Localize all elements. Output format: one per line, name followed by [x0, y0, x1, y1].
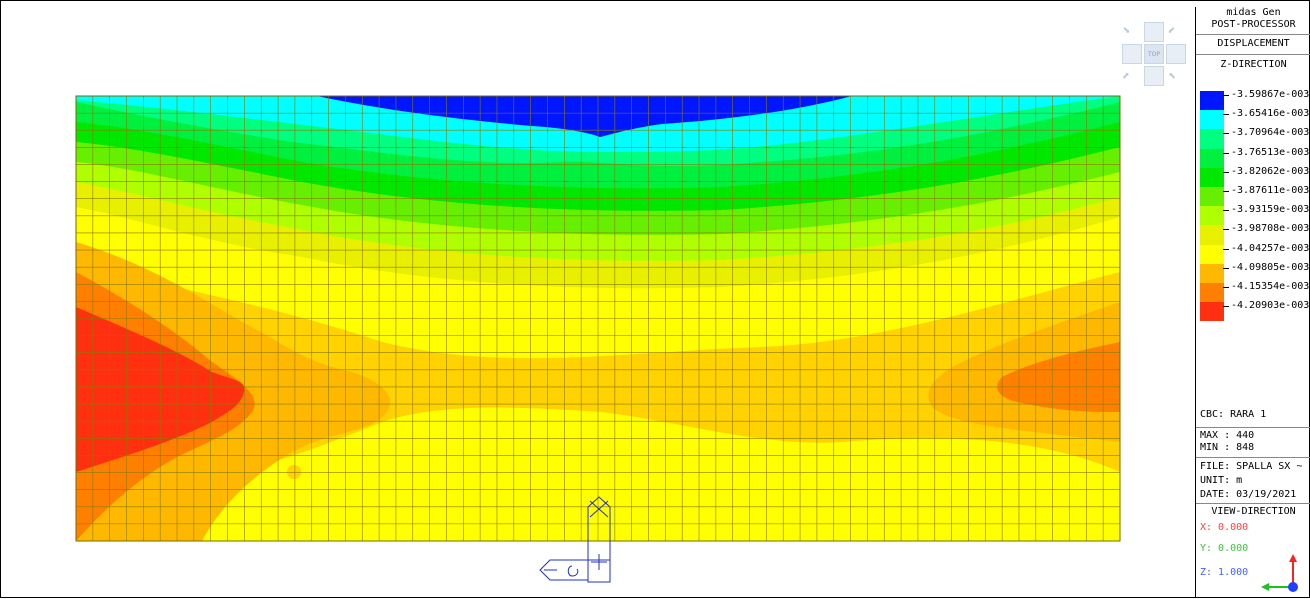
legend-level-value: -3.82062e-003 [1231, 165, 1310, 177]
plate-outline [75, 95, 1121, 542]
legend-level-value: -3.93159e-003 [1231, 204, 1310, 216]
legend-tick [1223, 171, 1229, 173]
legend-view-z: Z: 1.000 [1200, 567, 1249, 578]
legend-swatch [1200, 263, 1224, 283]
legend-unit: UNIT: m [1200, 475, 1243, 486]
legend-min-node: MIN : 848 [1200, 442, 1255, 453]
legend-result-type: DISPLACEMENT [1217, 38, 1290, 49]
legend-load-combination: CBC: RARA 1 [1200, 409, 1267, 420]
legend-level-value: -4.09805e-003 [1231, 261, 1310, 273]
legend-tick [1223, 114, 1229, 116]
legend-component: Z-DIRECTION [1220, 59, 1287, 70]
legend-level-value: -4.04257e-003 [1231, 242, 1310, 254]
legend-tick [1223, 191, 1229, 192]
legend-level-value: -4.20903e-003 [1231, 300, 1310, 312]
legend-divider [1196, 457, 1310, 458]
view-cube-top-face[interactable]: TOP [1144, 44, 1164, 64]
legend-tick [1223, 133, 1229, 135]
legend-swatch [1200, 283, 1224, 303]
legend-swatch [1200, 244, 1224, 264]
view-cube-arrow-ne-icon[interactable]: ⬋ [1168, 23, 1176, 38]
legend-view-direction-title: VIEW-DIRECTION [1211, 506, 1296, 517]
legend-tick [1223, 306, 1229, 308]
view-cube-back-face[interactable] [1144, 22, 1164, 42]
legend-divider [1196, 503, 1310, 504]
legend-divider [1196, 54, 1310, 55]
legend-swatch [1200, 187, 1224, 207]
mesh-grid [76, 96, 1120, 541]
legend-tick [1223, 210, 1229, 212]
contour-plot[interactable] [2, 2, 1195, 598]
legend-swatch [1200, 148, 1224, 168]
view-direction-axes-icon [1261, 554, 1298, 592]
legend-view-x: X: 0.000 [1200, 522, 1249, 533]
view-cube-front-face[interactable] [1144, 66, 1164, 86]
view-cube[interactable]: ⬊ ⬋ TOP ⬈ ⬉ [1122, 22, 1188, 102]
legend-level-value: -3.65416e-003 [1231, 108, 1310, 120]
legend-divider [1196, 427, 1310, 428]
legend-swatch [1200, 129, 1224, 149]
legend-level-value: -3.59867e-003 [1231, 89, 1310, 100]
legend-swatch [1200, 167, 1224, 187]
legend-color-scale: -3.59867e-003 -3.65416e-003 -3.70964e-003 -… [1200, 89, 1310, 322]
contour-band-blue [317, 96, 852, 137]
legend-file: FILE: SPALLA SX ~ [1200, 461, 1303, 472]
legend-divider [1196, 34, 1310, 35]
legend-date: DATE: 03/19/2021 [1200, 489, 1297, 500]
legend-tick [1223, 95, 1229, 96]
legend-level-value: -4.15354e-003 [1231, 281, 1310, 292]
legend-tick [1223, 248, 1229, 250]
view-cube-top-label: TOP [1148, 51, 1161, 58]
legend-swatch [1200, 302, 1224, 322]
contour-band-orange2-right [997, 342, 1120, 412]
legend-level-value: -3.76513e-003 [1231, 146, 1310, 158]
legend-program-module: POST-PROCESSOR [1211, 19, 1296, 30]
legend-program-name: midas Gen [1226, 7, 1281, 18]
legend-swatch [1200, 91, 1224, 111]
view-cube-left-face[interactable] [1122, 44, 1142, 64]
legend-tick [1223, 267, 1229, 269]
legend-swatch [1200, 110, 1224, 130]
legend-tick [1223, 152, 1229, 154]
view-cube-right-face[interactable] [1166, 44, 1186, 64]
legend-level-value: -3.87611e-003 [1231, 185, 1310, 196]
contour-notch-gold [662, 382, 694, 388]
view-cube-arrow-se-icon[interactable]: ⬉ [1168, 69, 1176, 84]
results-legend-panel: midas Gen POST-PROCESSOR DISPLACEMENT Z-… [1195, 7, 1310, 598]
legend-swatch [1200, 225, 1224, 245]
view-cube-arrow-nw-icon[interactable]: ⬊ [1122, 23, 1130, 38]
legend-view-y: Y: 0.000 [1200, 543, 1249, 554]
view-cube-arrow-sw-icon[interactable]: ⬈ [1122, 69, 1130, 84]
model-viewport[interactable]: ⬊ ⬋ TOP ⬈ ⬉ [2, 2, 1195, 598]
legend-level-value: -3.70964e-003 [1231, 127, 1310, 139]
legend-swatch [1200, 206, 1224, 226]
legend-max-node: MAX : 440 [1200, 430, 1255, 441]
ucs-axis-icon [539, 496, 611, 583]
legend-tick [1223, 287, 1229, 288]
legend-tick [1223, 229, 1229, 231]
legend-level-value: -3.98708e-003 [1231, 223, 1310, 235]
contour-spot-gold [287, 465, 301, 479]
